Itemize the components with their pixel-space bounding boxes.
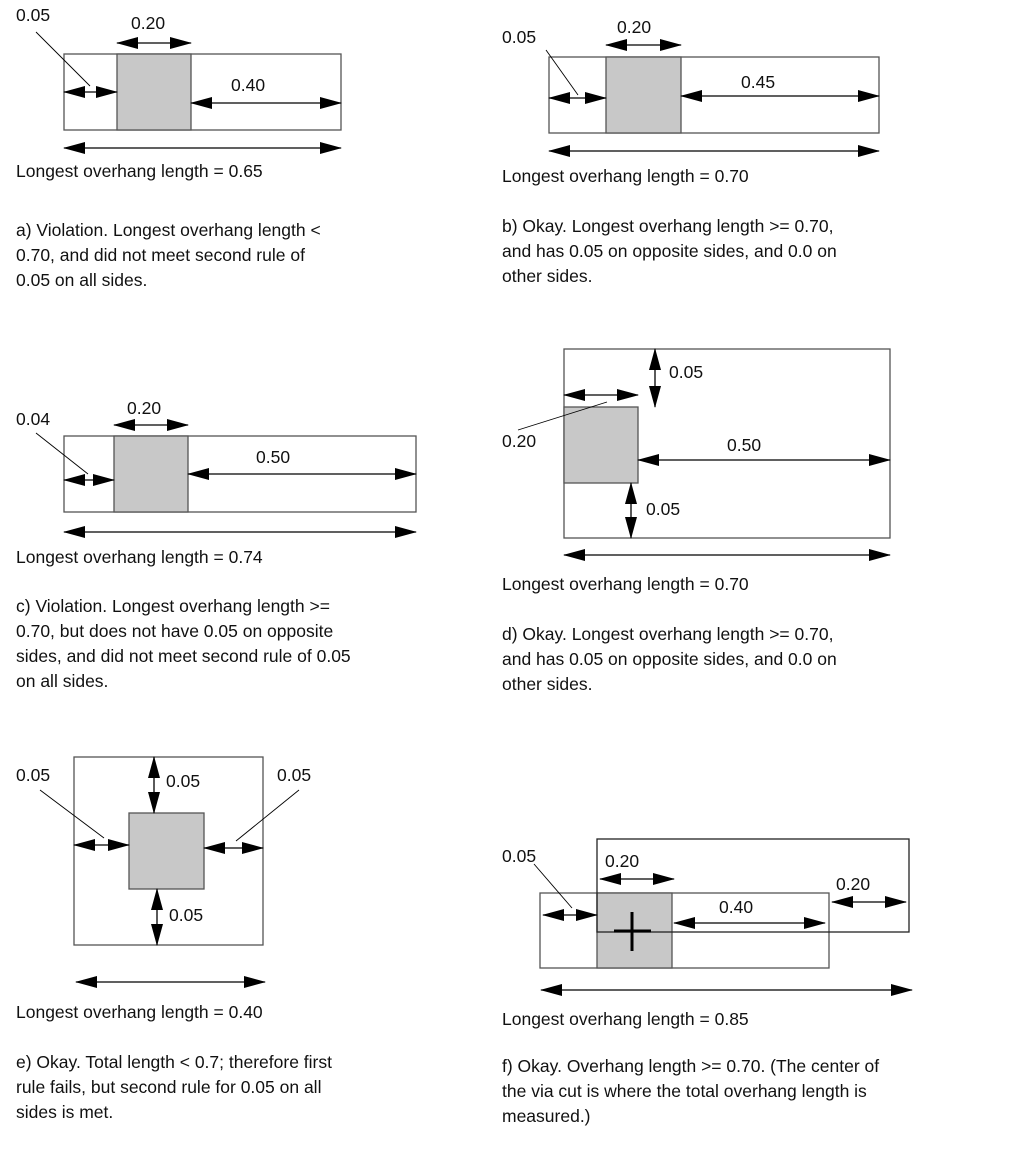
caption-line: other sides.	[502, 266, 592, 286]
leader-line	[35, 432, 89, 475]
caption-line: 0.70, and did not meet second rule of	[16, 245, 305, 265]
dim-label-via: 0.20	[605, 851, 639, 871]
dim-label-left: 0.05	[16, 765, 50, 785]
dim-label-right: 0.45	[741, 72, 775, 92]
via-cut	[128, 812, 205, 890]
panel-b: 0.05 0.20 0.45 Longest overhang length =…	[502, 17, 880, 286]
caption-line: a) Violation. Longest overhang length <	[16, 220, 321, 240]
dim-label-middle: 0.40	[719, 897, 753, 917]
via-cut	[113, 435, 189, 513]
longest-overhang-text: Longest overhang length = 0.70	[502, 166, 749, 186]
panel-c: 0.04 0.20 0.50 Longest overhang length =…	[16, 398, 417, 691]
longest-overhang-text: Longest overhang length = 0.70	[502, 574, 749, 594]
dim-label-right: 0.05	[277, 765, 311, 785]
dim-label-right: 0.50	[727, 435, 761, 455]
caption-line: sides is met.	[16, 1102, 113, 1122]
dim-label-left: 0.05	[502, 846, 536, 866]
caption-line: and has 0.05 on opposite sides, and 0.0 …	[502, 649, 837, 669]
dim-label-right: 0.20	[836, 874, 870, 894]
caption-line: f) Okay. Overhang length >= 0.70. (The c…	[502, 1056, 879, 1076]
caption-line: 0.70, but does not have 0.05 on opposite	[16, 621, 333, 641]
caption-line: 0.05 on all sides.	[16, 270, 147, 290]
leader-line	[39, 789, 105, 839]
dim-label-via: 0.20	[127, 398, 161, 418]
caption-line: on all sides.	[16, 671, 108, 691]
via-cut	[605, 56, 682, 134]
leader-line	[545, 49, 579, 96]
caption-line: and has 0.05 on opposite sides, and 0.0 …	[502, 241, 837, 261]
via-cut	[116, 53, 192, 131]
dim-label-left: 0.05	[16, 5, 50, 25]
dim-label-via: 0.20	[131, 13, 165, 33]
leader-line	[235, 789, 300, 842]
dim-label-top: 0.05	[166, 771, 200, 791]
caption-line: other sides.	[502, 674, 592, 694]
metal-rect	[548, 56, 880, 134]
caption-line: the via cut is where the total overhang …	[502, 1081, 867, 1101]
leader-line	[35, 31, 91, 87]
caption-line: b) Okay. Longest overhang length >= 0.70…	[502, 216, 833, 236]
dim-label-bottom: 0.05	[169, 905, 203, 925]
leader-line	[533, 863, 573, 909]
metal-rect-upper	[596, 838, 910, 933]
leader-line	[517, 401, 608, 431]
via-cut	[563, 406, 639, 484]
panel-a: 0.05 0.20 0.40 Longest overhang length =…	[16, 5, 342, 290]
dim-label-right: 0.40	[231, 75, 265, 95]
panel-d: 0.05 0.20 0.50 0.05 Longest overhang len…	[502, 348, 891, 694]
caption-line: measured.)	[502, 1106, 591, 1126]
dim-label-via: 0.20	[502, 431, 536, 451]
dim-label-top: 0.05	[669, 362, 703, 382]
metal-rect-lower	[539, 892, 830, 969]
dim-label-left: 0.05	[502, 27, 536, 47]
caption-line: rule fails, but second rule for 0.05 on …	[16, 1077, 321, 1097]
longest-overhang-text: Longest overhang length = 0.74	[16, 547, 263, 567]
caption-line: c) Violation. Longest overhang length >=	[16, 596, 330, 616]
longest-overhang-text: Longest overhang length = 0.40	[16, 1002, 263, 1022]
dim-label-bottom: 0.05	[646, 499, 680, 519]
caption-line: sides, and did not meet second rule of 0…	[16, 646, 351, 666]
panel-f: 0.05 0.20 0.40 0.20 Longest overhang len…	[502, 838, 913, 1126]
dim-label-left: 0.04	[16, 409, 50, 429]
caption-line: d) Okay. Longest overhang length >= 0.70…	[502, 624, 833, 644]
dim-label-via: 0.20	[617, 17, 651, 37]
longest-overhang-text: Longest overhang length = 0.65	[16, 161, 263, 181]
dim-label-right: 0.50	[256, 447, 290, 467]
panel-e: 0.05 0.05 0.05 0.05 Longest overhang len…	[16, 756, 332, 1122]
caption-line: e) Okay. Total length < 0.7; therefore f…	[16, 1052, 332, 1072]
longest-overhang-text: Longest overhang length = 0.85	[502, 1009, 749, 1029]
